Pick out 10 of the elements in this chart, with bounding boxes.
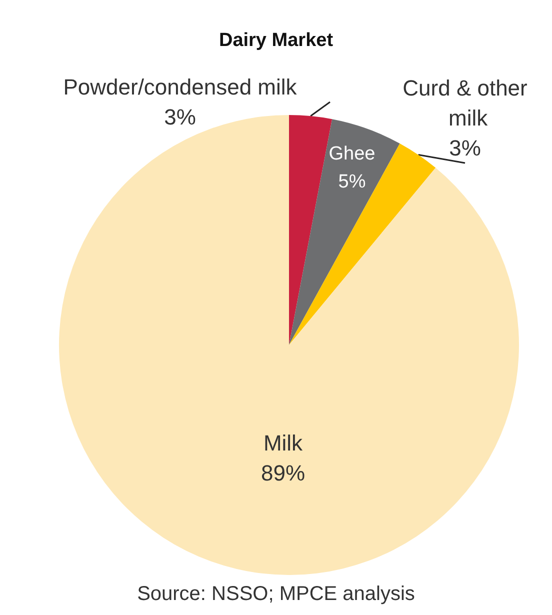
source-note: Source: NSSO; MPCE analysis (137, 583, 415, 605)
slice-label: Milk (263, 430, 304, 456)
data-label: 5% (338, 172, 366, 192)
data-label: 89% (260, 460, 306, 486)
slice-label: Powder/condensed milk (63, 74, 298, 100)
slice-label: Ghee (328, 144, 376, 164)
chart-title: Dairy Market (218, 30, 334, 51)
slice-label: Curd & other milk (402, 76, 528, 130)
data-label: 3% (449, 136, 481, 160)
data-label: 3% (164, 104, 196, 130)
